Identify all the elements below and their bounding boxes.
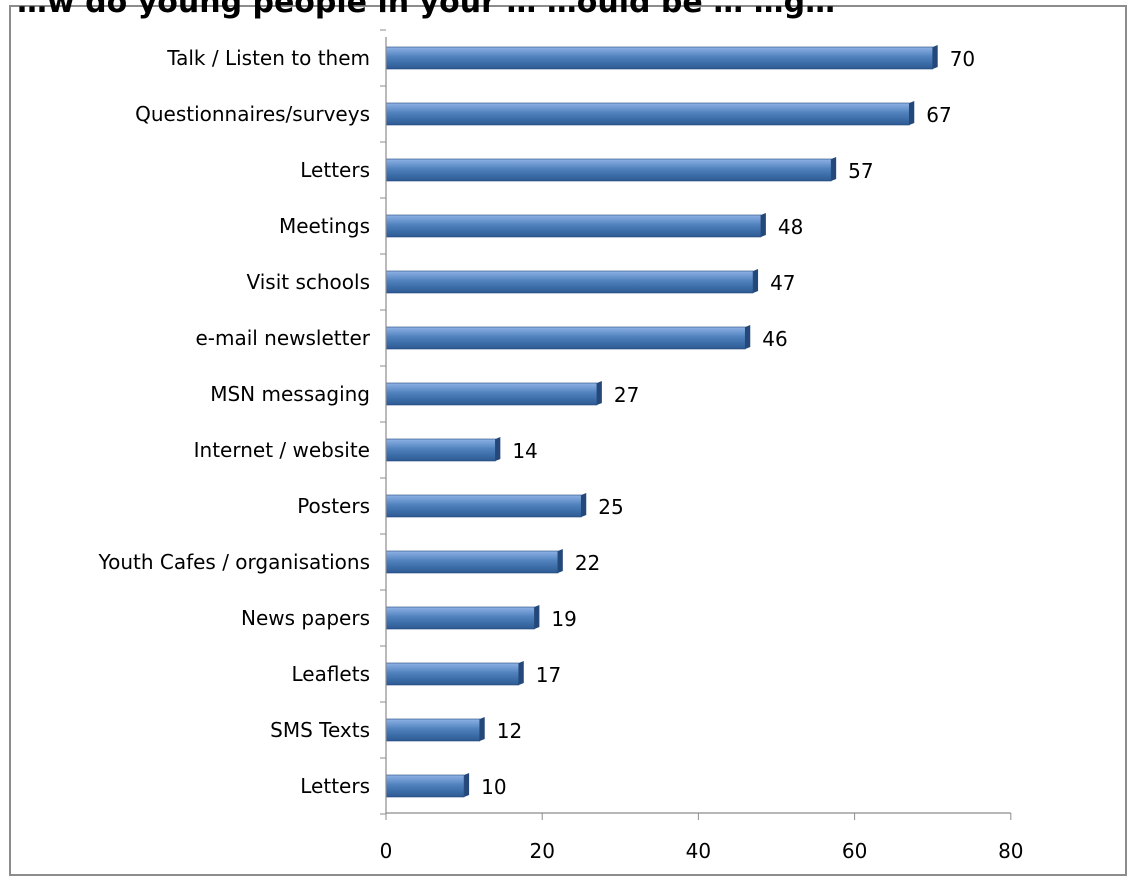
data-label: 27 [614,383,639,407]
x-tick-label: 40 [686,839,711,863]
bar-side [909,101,915,125]
x-tick-label: 80 [998,839,1023,863]
bar-side [932,45,938,69]
data-label: 70 [950,47,975,71]
category-label: SMS Texts [270,718,370,742]
category-label: Meetings [279,214,370,238]
bar-side [745,325,751,349]
bars-layer [385,45,938,798]
bar [385,102,910,126]
bar [385,270,754,294]
category-label: Leaflets [291,662,370,686]
bar [385,438,496,462]
bar [385,214,762,238]
category-label: Letters [300,774,370,798]
bar-side [831,157,837,181]
bar [385,46,934,70]
data-label: 14 [512,439,537,463]
bar [385,326,746,350]
chart-frame: …w do young people in your … …ould be … … [9,0,1127,876]
bar-side [534,605,540,629]
data-label: 67 [926,103,951,127]
bar [385,718,481,742]
bar-side [479,717,485,741]
bar-side [760,213,766,237]
category-label: Visit schools [246,270,370,294]
category-label: Internet / website [194,438,370,462]
category-label: News papers [241,606,370,630]
data-label: 10 [481,775,506,799]
category-label: Youth Cafes / organisations [98,550,370,574]
data-label: 19 [551,607,576,631]
data-label: 25 [598,495,623,519]
x-tick-label: 20 [529,839,554,863]
data-label: 47 [770,271,795,295]
bar [385,494,582,518]
data-label: 57 [848,159,873,183]
labels-layer: Talk / Listen to them 70 Questionnaires/su… [98,46,1024,863]
category-label: Posters [297,494,370,518]
category-label: MSN messaging [210,382,370,406]
bar-side [495,437,501,461]
bar-side [581,493,587,517]
bar-side [518,661,524,685]
bar-side [557,549,563,573]
x-tick-label: 60 [842,839,867,863]
x-tick-label: 0 [380,839,393,863]
data-label: 17 [536,663,561,687]
bar [385,774,465,798]
bar [385,158,832,182]
category-label: Letters [300,158,370,182]
bar-side [464,773,470,797]
data-label: 12 [497,719,522,743]
category-label: Questionnaires/surveys [135,102,370,126]
bar-side [753,269,759,293]
bar [385,606,535,630]
category-label: e-mail newsletter [195,326,370,350]
axis-layer [380,29,1012,820]
data-label: 22 [575,551,600,575]
bar [385,550,559,574]
bar-chart: Talk / Listen to them 70 Questionnaires/su… [98,29,1024,863]
category-label: Talk / Listen to them [166,46,370,70]
data-label: 48 [778,215,803,239]
bar [385,382,598,406]
chart-title: …w do young people in your … …ould be … … [17,0,836,20]
bar-side [596,381,602,405]
bar [385,662,520,686]
data-label: 46 [762,327,787,351]
